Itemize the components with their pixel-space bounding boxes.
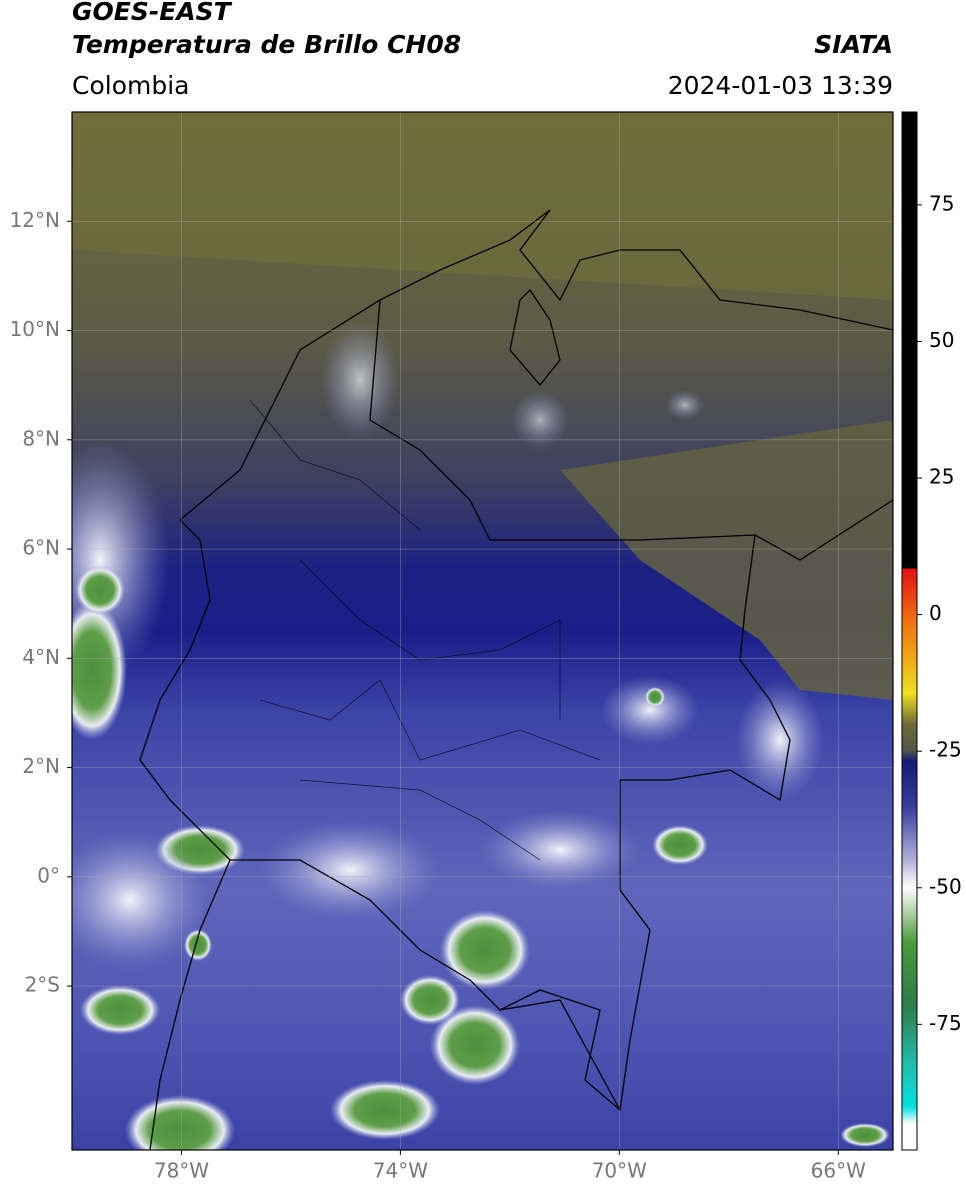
lon-tick-label: 66°W [811, 1159, 866, 1183]
colorbar-tick-label: -50 [929, 874, 962, 898]
lat-tick-label: 0° [37, 863, 60, 887]
lat-tick-label: 2°S [25, 973, 60, 997]
map-frame [71, 111, 894, 1151]
lon-tick-label: 70°W [592, 1159, 647, 1183]
lon-tick-label: 78°W [154, 1159, 209, 1183]
title-line1: GOES-EAST [72, 0, 233, 26]
colorbar-tick-label: 0 [929, 601, 942, 625]
lon-tick-label: 74°W [373, 1159, 428, 1183]
colorbar-tick-label: 75 [929, 191, 954, 215]
graticule [72, 112, 893, 1150]
datetime: 2024-01-03 13:39 [668, 71, 893, 100]
colorbar-tick-label: -25 [929, 738, 962, 762]
lat-tick-label: 10°N [10, 317, 60, 341]
title-line2: Temperatura de Brillo CH08 [72, 30, 461, 59]
lat-tick-label: 2°N [22, 754, 60, 778]
colorbar-tick-label: -75 [929, 1011, 962, 1035]
lat-tick-label: 12°N [10, 208, 60, 232]
colorbar [901, 111, 918, 1151]
lat-tick-label: 6°N [22, 536, 60, 560]
lat-tick-label: 8°N [22, 426, 60, 450]
source: SIATA [814, 30, 893, 59]
satellite-image [72, 112, 893, 1150]
colorbar-tick-label: 50 [929, 328, 954, 352]
lat-tick-label: 4°N [22, 645, 60, 669]
region: Colombia [72, 71, 189, 100]
colorbar-tick-label: 25 [929, 465, 954, 489]
borders [139, 209, 893, 1150]
